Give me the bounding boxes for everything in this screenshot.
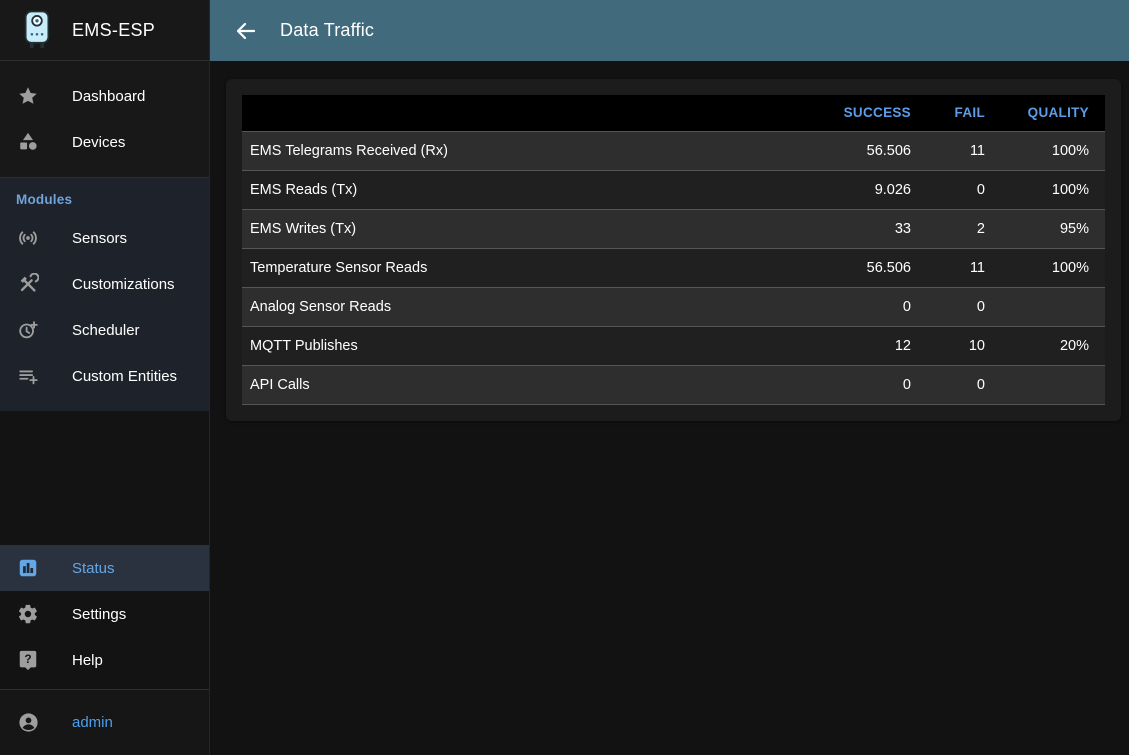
quality-value: 95% — [1001, 209, 1105, 249]
table-row: Analog Sensor Reads 0 0 — [242, 287, 1105, 327]
bar-chart-icon — [16, 557, 40, 579]
sidebar-item-label: Help — [72, 651, 103, 669]
sidebar: EMS-ESP Dashboard Devices Modules — [0, 0, 210, 755]
traffic-table-body: EMS Telegrams Received (Rx) 56.506 11 100% E… — [242, 130, 1105, 405]
gear-icon — [16, 603, 40, 625]
sidebar-spacer — [0, 411, 209, 545]
table-row: EMS Reads (Tx) 9.026 0 100% — [242, 170, 1105, 210]
boiler-logo-icon — [24, 10, 50, 49]
quality-value: 100% — [1001, 248, 1105, 288]
success-value: 9.026 — [807, 170, 927, 210]
svg-text:?: ? — [24, 652, 31, 666]
success-value: 56.506 — [807, 248, 927, 288]
row-label: Analog Sensor Reads — [242, 287, 807, 327]
success-value: 0 — [807, 365, 927, 405]
sidebar-item-devices[interactable]: Devices — [0, 119, 209, 165]
sidebar-item-label: Sensors — [72, 229, 128, 247]
sensors-icon — [16, 227, 40, 249]
data-traffic-panel: SUCCESS FAIL QUALITY EMS Telegrams Recei… — [226, 79, 1121, 421]
fail-value: 2 — [927, 209, 1001, 249]
table-row: MQTT Publishes 12 10 20% — [242, 326, 1105, 366]
construction-icon — [16, 273, 40, 295]
fail-value: 0 — [927, 170, 1001, 210]
user-name: admin — [72, 714, 113, 731]
table-row: EMS Writes (Tx) 33 2 95% — [242, 209, 1105, 249]
row-label: EMS Reads (Tx) — [242, 170, 807, 210]
fail-value: 11 — [927, 248, 1001, 288]
success-value: 0 — [807, 287, 927, 327]
column-header-name — [242, 95, 807, 131]
fail-value: 0 — [927, 365, 1001, 405]
sidebar-item-label: Settings — [72, 605, 127, 623]
sidebar-item-label: Custom Entities — [72, 367, 178, 385]
success-value: 12 — [807, 326, 927, 366]
row-label: Temperature Sensor Reads — [242, 248, 807, 288]
sidebar-main-nav: Dashboard Devices — [0, 61, 209, 177]
playlist-add-icon — [16, 365, 40, 387]
sidebar-item-dashboard[interactable]: Dashboard — [0, 73, 209, 119]
sidebar-item-label: Customizations — [72, 275, 175, 293]
success-value: 56.506 — [807, 130, 927, 171]
fail-value: 10 — [927, 326, 1001, 366]
sidebar-modules-section: Modules Sensors Customizations — [0, 177, 209, 411]
row-label: MQTT Publishes — [242, 326, 807, 366]
appbar: Data Traffic — [210, 0, 1129, 61]
page-title: Data Traffic — [280, 20, 375, 40]
category-icon — [16, 131, 40, 153]
arrow-back-icon[interactable] — [234, 19, 258, 43]
quality-value: 20% — [1001, 326, 1105, 366]
quality-value: 100% — [1001, 170, 1105, 210]
app-title: EMS-ESP — [72, 19, 156, 40]
sidebar-item-label: Status — [72, 559, 115, 577]
sidebar-item-label: Devices — [72, 133, 126, 151]
sidebar-item-customizations[interactable]: Customizations — [0, 261, 209, 307]
sidebar-bottom-nav: Status Settings ? Help — [0, 545, 209, 689]
row-label: EMS Writes (Tx) — [242, 209, 807, 249]
sidebar-item-settings[interactable]: Settings — [0, 591, 209, 637]
quality-value — [1001, 287, 1105, 327]
sidebar-item-help[interactable]: ? Help — [0, 637, 209, 683]
row-label: API Calls — [242, 365, 807, 405]
sidebar-item-label: Dashboard — [72, 87, 146, 105]
quality-value: 100% — [1001, 130, 1105, 171]
sidebar-item-label: Scheduler — [72, 321, 140, 339]
brand-header: EMS-ESP — [0, 0, 209, 61]
table-row: API Calls 0 0 — [242, 365, 1105, 405]
quality-value — [1001, 365, 1105, 405]
column-header-quality: QUALITY — [1001, 95, 1105, 131]
sidebar-item-custom-entities[interactable]: Custom Entities — [0, 353, 209, 399]
modules-section-header: Modules — [16, 192, 73, 207]
traffic-table: SUCCESS FAIL QUALITY EMS Telegrams Recei… — [242, 95, 1105, 405]
column-header-fail: FAIL — [927, 95, 1001, 131]
table-row: EMS Telegrams Received (Rx) 56.506 11 100% — [242, 130, 1105, 171]
sidebar-item-status[interactable]: Status — [0, 545, 209, 591]
star-icon — [16, 85, 40, 107]
success-value: 33 — [807, 209, 927, 249]
page-content: SUCCESS FAIL QUALITY EMS Telegrams Recei… — [210, 61, 1129, 755]
more-time-icon — [16, 319, 40, 341]
main-area: Data Traffic SUCCESS FAIL QUALITY EMS Te… — [210, 0, 1129, 755]
fail-value: 11 — [927, 130, 1001, 171]
table-row: Temperature Sensor Reads 56.506 11 100% — [242, 248, 1105, 288]
help-icon: ? — [16, 649, 40, 671]
sidebar-item-scheduler[interactable]: Scheduler — [0, 307, 209, 353]
row-label: EMS Telegrams Received (Rx) — [242, 130, 807, 171]
column-header-success: SUCCESS — [807, 95, 927, 131]
table-header-row: SUCCESS FAIL QUALITY — [242, 95, 1105, 131]
account-circle-icon — [16, 711, 40, 734]
sidebar-item-sensors[interactable]: Sensors — [0, 215, 209, 261]
fail-value: 0 — [927, 287, 1001, 327]
user-menu[interactable]: admin — [0, 689, 209, 755]
